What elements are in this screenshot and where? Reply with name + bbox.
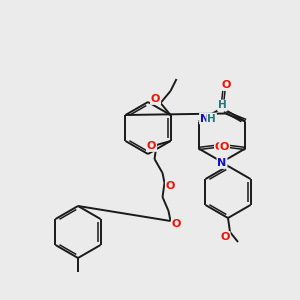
Text: H: H [218, 100, 227, 110]
Text: O: O [147, 141, 156, 151]
Text: O: O [220, 142, 229, 152]
Text: O: O [220, 232, 230, 242]
Text: O: O [151, 94, 160, 104]
Text: O: O [172, 219, 181, 229]
Text: N: N [200, 113, 209, 124]
Text: O: O [166, 181, 175, 191]
Text: H: H [207, 113, 216, 124]
Text: O: O [221, 80, 231, 90]
Text: O: O [215, 142, 224, 152]
Text: N: N [218, 158, 226, 168]
